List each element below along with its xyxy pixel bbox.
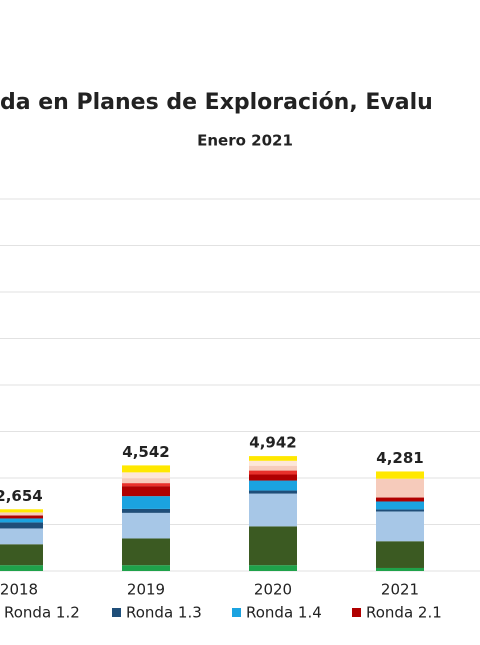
bar-segment xyxy=(376,497,424,502)
bar-segment xyxy=(376,501,424,510)
bar-segment xyxy=(249,474,297,481)
bar-segment xyxy=(0,515,43,519)
legend-marker xyxy=(112,608,121,617)
total-label: 4,942 xyxy=(249,434,296,452)
bar-segment xyxy=(122,478,170,484)
bar-segment xyxy=(122,465,170,473)
x-tick-label: 2021 xyxy=(381,581,419,599)
legend-marker xyxy=(352,608,361,617)
total-label: 4,281 xyxy=(376,449,423,467)
bar-segment xyxy=(249,470,297,475)
bar-segment xyxy=(249,460,297,466)
legend-label: Ronda 1.3 xyxy=(126,604,202,622)
x-tick-label: 2018 xyxy=(0,581,38,599)
chart-title: da en Planes de Exploración, Evalu xyxy=(0,90,433,115)
legend-label: Ronda 2.1 xyxy=(366,604,442,622)
bar-segment xyxy=(249,465,297,471)
chart-subtitle: Enero 2021 xyxy=(197,132,293,150)
bar-segment xyxy=(122,496,170,509)
bar-segment xyxy=(0,509,43,513)
bar-segment xyxy=(0,565,43,571)
legend-label: Ronda 1.4 xyxy=(246,604,322,622)
bar-segment xyxy=(0,544,43,566)
bar-segment xyxy=(249,480,297,491)
bar-segment xyxy=(376,511,424,542)
bar-segment xyxy=(122,508,170,513)
bar-segment xyxy=(0,512,43,516)
bar-segment xyxy=(122,538,170,566)
bar-segment xyxy=(122,486,170,497)
total-label: 2,654 xyxy=(0,487,43,505)
bar-segment xyxy=(122,565,170,571)
total-label: 4,542 xyxy=(122,443,169,461)
bar-segment xyxy=(376,567,424,571)
bar-segment xyxy=(122,512,170,539)
x-tick-label: 2019 xyxy=(127,581,165,599)
bar-segment xyxy=(376,478,424,498)
bar-segment xyxy=(249,490,297,494)
bar-segment xyxy=(122,483,170,487)
legend-label: Ronda 1.2 xyxy=(4,604,80,622)
bar-segment xyxy=(249,493,297,527)
bar-segment xyxy=(376,471,424,479)
bar-segment xyxy=(249,526,297,566)
x-tick-label: 2020 xyxy=(254,581,292,599)
bar-segment xyxy=(122,472,170,479)
bar-segment xyxy=(0,518,43,523)
bar-segment xyxy=(0,522,43,529)
bar-segment xyxy=(249,456,297,461)
bar-segment xyxy=(249,565,297,571)
bar-segment xyxy=(0,528,43,545)
legend-marker xyxy=(232,608,241,617)
bar-segment xyxy=(376,509,424,512)
bar-segment xyxy=(376,541,424,568)
